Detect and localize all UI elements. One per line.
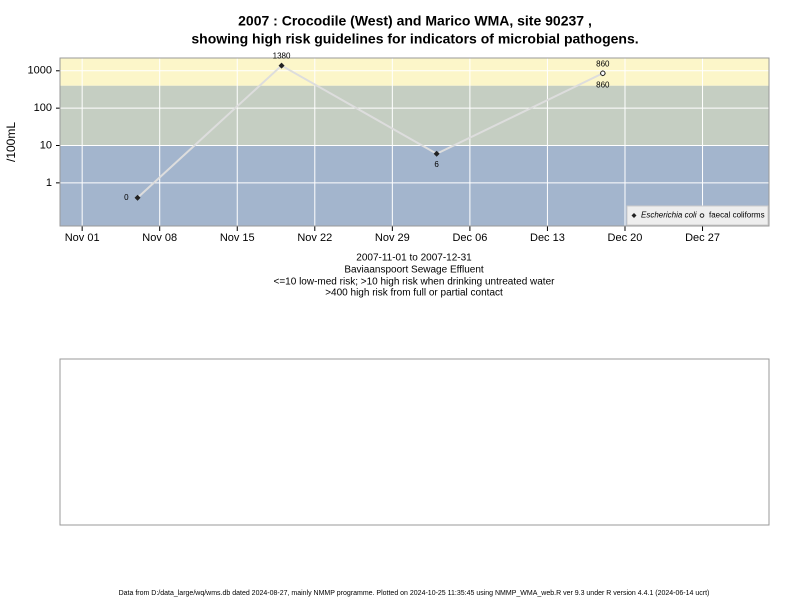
x-tick-label: Dec 13 (530, 232, 565, 244)
data-label: 1380 (273, 52, 291, 61)
empty-panel (59, 358, 770, 526)
risk-band (60, 85, 769, 146)
note: Baviaanspoort Sewage Effluent (344, 265, 484, 276)
legend-label: Escherichia coli (641, 211, 697, 220)
y-tick-label: 100 (34, 102, 52, 114)
y-tick-label: 1 (46, 177, 52, 189)
x-tick-label: Nov 08 (142, 232, 177, 244)
y-axis-label: /100mL (4, 122, 18, 162)
y-tick-label: 10 (40, 139, 52, 151)
legend-marker (631, 213, 637, 218)
data-point (278, 62, 285, 69)
plot-frame (59, 57, 770, 227)
note: <=10 low-med risk; >10 high risk when dr… (274, 277, 556, 288)
chart-title: 2007 : Crocodile (West) and Marico WMA, … (238, 13, 592, 29)
data-point (600, 70, 606, 76)
data-label: 860 (596, 59, 610, 68)
legend-label: faecal coliforms (709, 211, 765, 220)
legend: Escherichia coli faecal coliforms (626, 205, 769, 226)
chart-subtitle: showing high risk guidelines for indicat… (191, 31, 638, 47)
x-tick-label: Nov 01 (65, 232, 100, 244)
legend-box (626, 205, 769, 226)
footer: Data from D:/data_large/wq/wms.db dated … (119, 590, 710, 597)
x-tick-label: Dec 20 (608, 232, 643, 244)
note: >400 high risk from full or partial cont… (325, 288, 503, 299)
data-label: 0 (124, 193, 129, 202)
data-label: 6 (434, 160, 439, 169)
x-tick-label: Nov 29 (375, 232, 410, 244)
note: 2007-11-01 to 2007-12-31 (356, 253, 472, 264)
risk-band (60, 58, 769, 86)
legend-marker (699, 213, 705, 218)
x-tick-label: Nov 15 (220, 232, 255, 244)
data-point (433, 150, 440, 157)
data-label: 860 (596, 80, 610, 89)
y-tick-label: 1000 (28, 65, 52, 77)
x-tick-label: Dec 27 (685, 232, 720, 244)
data-point (134, 194, 141, 201)
series-line (136, 64, 604, 199)
x-tick-label: Dec 06 (452, 232, 487, 244)
x-tick-label: Nov 22 (297, 232, 332, 244)
